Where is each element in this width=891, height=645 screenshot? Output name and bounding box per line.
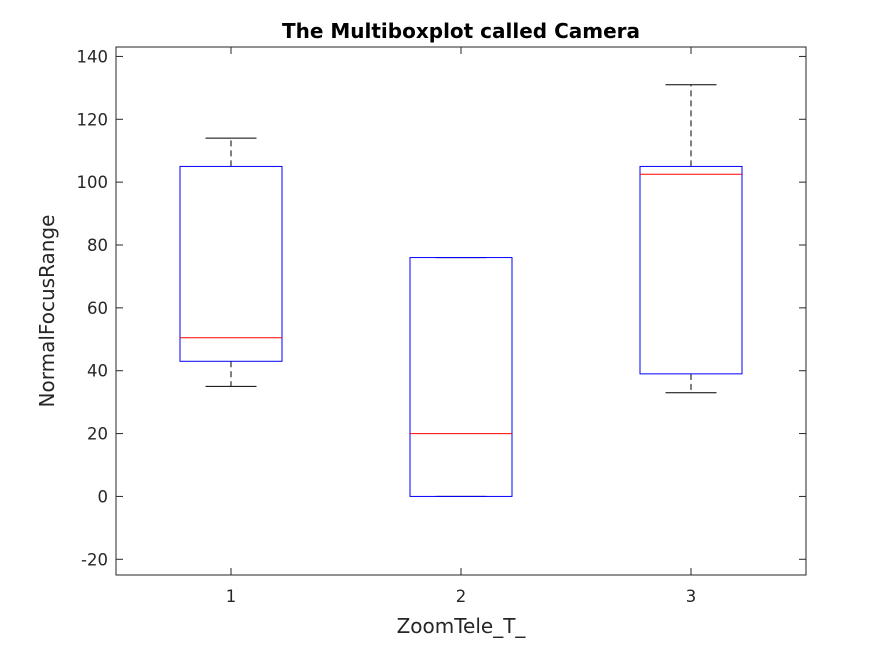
x-tick-label: 1 <box>226 587 237 606</box>
y-tick-label: 120 <box>77 110 109 129</box>
axes-frame <box>115 46 807 576</box>
x-tick-label: 3 <box>686 587 697 606</box>
y-tick-label: 140 <box>77 47 109 66</box>
y-tick-label: 0 <box>98 487 109 506</box>
chart-title: The Multiboxplot called Camera <box>282 19 640 43</box>
y-axis-label: NormalFocusRange <box>35 215 59 408</box>
x-tick-label: 2 <box>456 587 467 606</box>
y-tick-label: 20 <box>87 425 108 444</box>
box-3 <box>639 165 743 375</box>
plot-area: 140 120 100 80 60 40 20 0 -20 1 2 3 <box>77 46 807 606</box>
y-tick-label: 80 <box>87 236 108 255</box>
y-tick-label: 60 <box>87 299 108 318</box>
box-2 <box>409 257 513 497</box>
y-tick-label: 40 <box>87 362 108 381</box>
x-axis-label: ZoomTele_T_ <box>397 614 527 638</box>
y-tick-label: -20 <box>81 550 108 569</box>
y-tick-label: 100 <box>77 173 109 192</box>
box-1 <box>179 165 283 362</box>
